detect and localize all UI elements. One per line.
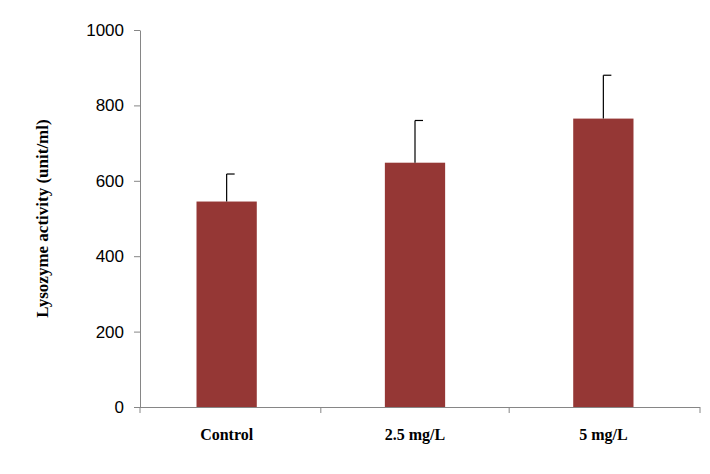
error-bar-stem xyxy=(226,174,227,202)
x-tick: 2.5 mg/L xyxy=(385,426,445,444)
y-axis-title: Lysozyme activity (unit/ml) xyxy=(33,119,52,317)
error-bar-stem xyxy=(603,75,604,118)
y-tick: 0 xyxy=(115,398,140,417)
y-tick-label: 200 xyxy=(96,323,124,342)
x-tick: 5 mg/L xyxy=(579,426,627,444)
x-axis: Control 2.5 mg/L 5 mg/L xyxy=(140,408,700,445)
error-bar xyxy=(227,174,235,202)
x-separator xyxy=(320,407,321,413)
chart: 0 200 400 600 800 1000 Control 2.5 mg/L 5 mg/L Ly… xyxy=(0,0,710,474)
error-bar-cap xyxy=(227,173,235,174)
y-axis-line xyxy=(140,31,141,408)
x-axis-line xyxy=(140,407,700,408)
y-tick: 600 xyxy=(96,172,140,191)
bar xyxy=(573,119,633,407)
y-tick-mark xyxy=(134,105,140,106)
y-tick: 1000 xyxy=(86,21,140,40)
x-tick-label: Control xyxy=(200,426,254,443)
y-tick: 400 xyxy=(96,247,140,266)
y-tick: 200 xyxy=(96,323,140,342)
error-bar-cap xyxy=(603,75,611,76)
y-tick-mark xyxy=(134,181,140,182)
error-bar-stem xyxy=(414,120,415,162)
y-tick-label: 0 xyxy=(115,398,124,417)
plot-area xyxy=(197,75,634,407)
bar xyxy=(385,163,445,407)
y-axis: 0 200 400 600 800 1000 xyxy=(86,21,140,417)
y-tick-mark xyxy=(134,332,140,333)
y-tick-mark xyxy=(134,407,140,408)
y-tick-label: 600 xyxy=(96,172,124,191)
x-tick: Control xyxy=(200,426,254,443)
x-tick-label: 2.5 mg/L xyxy=(385,426,445,444)
y-tick-label: 800 xyxy=(96,96,124,115)
x-tick-label: 5 mg/L xyxy=(579,426,627,444)
y-tick-mark xyxy=(134,256,140,257)
x-separator xyxy=(509,407,510,413)
bar xyxy=(197,202,257,407)
y-tick: 800 xyxy=(96,96,140,115)
error-bar xyxy=(603,75,611,118)
error-bar-cap xyxy=(415,120,423,121)
x-separator xyxy=(700,407,701,413)
y-tick-label: 400 xyxy=(96,247,124,266)
x-separator xyxy=(140,407,141,413)
error-bar xyxy=(415,120,423,162)
y-tick-label: 1000 xyxy=(86,21,124,40)
y-tick-mark xyxy=(134,30,140,31)
